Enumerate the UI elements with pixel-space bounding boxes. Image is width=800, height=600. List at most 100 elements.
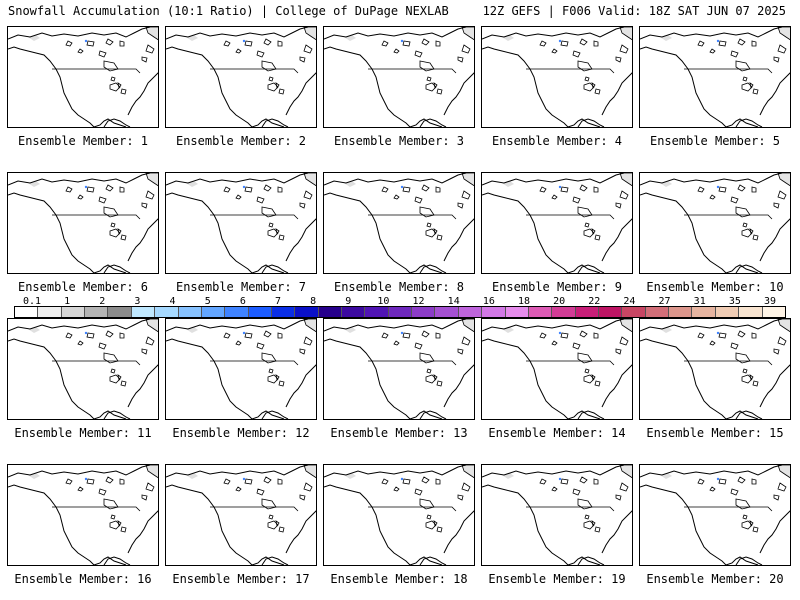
- scale-tick-label: 4: [169, 296, 176, 307]
- gulf-coast: [103, 118, 131, 127]
- us-canada-border: [526, 68, 615, 74]
- member-map-12: [165, 318, 317, 420]
- member-label-7: Ensemble Member: 7: [175, 280, 307, 294]
- great-lakes: [267, 520, 285, 533]
- coastline: [8, 319, 158, 419]
- scale-tick-label: 10: [377, 296, 390, 307]
- great-lakes: [109, 82, 127, 95]
- gulf-coast: [577, 556, 605, 565]
- greenland-shading: [303, 173, 316, 187]
- snow-spot: [84, 39, 88, 43]
- greenland-shading: [145, 27, 158, 41]
- greenland-shading: [461, 319, 474, 333]
- color-swatch-21: [482, 307, 506, 317]
- great-lakes: [583, 82, 601, 95]
- scale-tick-label: 24: [623, 296, 636, 307]
- scale-tick-label: 39: [763, 296, 777, 307]
- great-lakes: [425, 82, 443, 95]
- us-canada-border: [684, 68, 773, 74]
- us-canada-border: [684, 214, 773, 220]
- member-map-17: [165, 464, 317, 566]
- great-lakes: [109, 520, 127, 533]
- color-scale-bar: [14, 306, 786, 318]
- member-map-20: [639, 464, 791, 566]
- snow-spot: [716, 185, 720, 189]
- color-swatch-12: [271, 307, 296, 317]
- scale-tick-label: 2: [99, 296, 106, 307]
- islands: [697, 38, 787, 90]
- great-lakes: [425, 228, 443, 241]
- member-label-6: Ensemble Member: 6: [17, 280, 149, 294]
- islands: [65, 330, 155, 382]
- scale-tick-label: 31: [693, 296, 706, 307]
- us-canada-border: [210, 506, 299, 512]
- great-lakes: [267, 374, 285, 387]
- islands: [65, 476, 155, 528]
- color-swatch-9: [201, 307, 226, 317]
- gulf-coast: [261, 264, 289, 273]
- color-swatch-4: [85, 307, 109, 317]
- us-canada-border: [684, 360, 773, 366]
- color-swatch-28: [645, 307, 670, 317]
- snow-spot: [716, 331, 720, 335]
- islands: [381, 184, 471, 236]
- member-label-15: Ensemble Member: 15: [646, 426, 784, 440]
- color-swatch-32: [739, 307, 763, 317]
- greenland-shading: [461, 173, 474, 187]
- coastline: [640, 173, 790, 273]
- gulf-coast: [735, 118, 763, 127]
- color-swatch-13: [295, 307, 319, 317]
- gulf-coast: [419, 556, 447, 565]
- scale-tick-label: 1: [64, 296, 71, 307]
- great-lakes: [267, 82, 285, 95]
- member-map-8: [323, 172, 475, 274]
- snow-spot: [242, 331, 246, 335]
- islands: [697, 184, 787, 236]
- color-swatch-30: [692, 307, 716, 317]
- coastline: [166, 465, 316, 565]
- us-canada-border: [526, 214, 615, 220]
- snow-spot: [242, 39, 246, 43]
- color-swatch-22: [505, 307, 529, 317]
- snow-spot: [400, 331, 404, 335]
- member-map-7: [165, 172, 317, 274]
- coastline: [640, 319, 790, 419]
- member-label-18: Ensemble Member: 18: [330, 572, 468, 586]
- islands: [697, 330, 787, 382]
- us-canada-border: [368, 214, 457, 220]
- coastline: [482, 319, 632, 419]
- color-swatch-16: [365, 307, 389, 317]
- snow-spot: [84, 477, 88, 481]
- color-swatch-14: [318, 307, 343, 317]
- member-map-2: [165, 26, 317, 128]
- gulf-coast: [103, 410, 131, 419]
- member-label-4: Ensemble Member: 4: [491, 134, 623, 148]
- snow-spot: [400, 185, 404, 189]
- member-label-17: Ensemble Member: 17: [172, 572, 310, 586]
- great-lakes: [109, 228, 127, 241]
- color-swatch-3: [61, 307, 86, 317]
- us-canada-border: [368, 506, 457, 512]
- gulf-coast: [577, 118, 605, 127]
- color-swatch-23: [528, 307, 553, 317]
- color-swatch-24: [552, 307, 576, 317]
- snow-spot: [242, 185, 246, 189]
- scale-tick-label: 27: [658, 296, 671, 307]
- member-label-9: Ensemble Member: 9: [491, 280, 623, 294]
- great-lakes: [741, 374, 759, 387]
- color-swatch-25: [575, 307, 599, 317]
- snow-spot: [84, 331, 88, 335]
- member-map-18: [323, 464, 475, 566]
- gulf-coast: [419, 118, 447, 127]
- greenland-shading: [461, 465, 474, 479]
- scale-tick-label: 5: [204, 296, 211, 307]
- islands: [381, 476, 471, 528]
- color-swatch-29: [669, 307, 693, 317]
- color-swatch-8: [178, 307, 202, 317]
- member-map-14: [481, 318, 633, 420]
- islands: [65, 38, 155, 90]
- member-label-10: Ensemble Member: 10: [646, 280, 784, 294]
- us-canada-border: [210, 214, 299, 220]
- scale-tick-label: 16: [482, 296, 495, 307]
- great-lakes: [741, 82, 759, 95]
